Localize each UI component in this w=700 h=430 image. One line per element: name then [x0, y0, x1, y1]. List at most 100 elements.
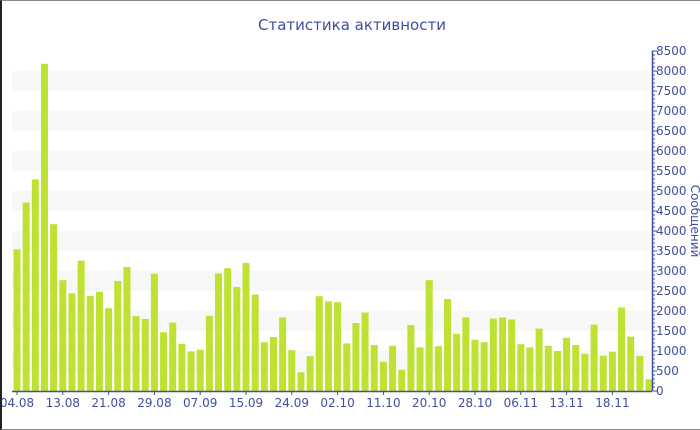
bar	[389, 345, 397, 391]
chart-title: Статистика активности	[258, 16, 446, 34]
bar	[498, 317, 506, 391]
x-tick-label: 24.09	[275, 396, 309, 410]
x-tick-label: 07.09	[183, 396, 217, 410]
grid-band	[12, 71, 650, 91]
y-axis-title: Сообщений	[688, 184, 700, 258]
bar	[517, 344, 525, 391]
bar	[31, 179, 39, 391]
bar	[132, 316, 140, 391]
bar	[324, 301, 332, 391]
bar	[68, 293, 76, 391]
x-tick-label: 18.11	[595, 396, 629, 410]
bar	[251, 294, 259, 391]
y-tick-label: 6500	[656, 124, 687, 138]
x-tick-label: 28.10	[458, 396, 492, 410]
y-tick-label: 2500	[656, 284, 687, 298]
bar	[425, 280, 433, 391]
x-tick-label: 11.10	[366, 396, 400, 410]
grid-band	[12, 271, 650, 291]
bar	[205, 315, 213, 391]
bar	[105, 308, 113, 391]
bar	[544, 345, 552, 391]
y-tick-label: 1500	[656, 324, 687, 338]
bar	[77, 260, 85, 391]
bar	[150, 273, 158, 391]
bar	[618, 307, 626, 391]
bar	[306, 356, 314, 391]
x-tick-label: 29.08	[137, 396, 171, 410]
bar	[22, 202, 30, 391]
y-tick-label: 1000	[656, 344, 687, 358]
bar	[233, 287, 241, 391]
x-tick-label: 15.09	[229, 396, 263, 410]
bar	[489, 318, 497, 391]
grid-band	[12, 151, 650, 171]
bar	[645, 379, 653, 391]
bar	[260, 342, 268, 391]
y-tick-label: 5000	[656, 184, 687, 198]
y-tick-label: 500	[656, 364, 679, 378]
grid-band	[12, 111, 650, 131]
bar	[572, 345, 580, 391]
bar	[398, 369, 406, 391]
bar	[444, 299, 452, 391]
y-tick-label: 4000	[656, 224, 687, 238]
bar	[95, 291, 103, 391]
bar	[169, 322, 177, 391]
bar	[13, 249, 21, 391]
bar	[636, 355, 644, 391]
bar	[508, 319, 516, 391]
bar	[297, 372, 305, 391]
bar	[370, 345, 378, 391]
y-tick-label: 6000	[656, 144, 687, 158]
y-tick-label: 3500	[656, 244, 687, 258]
y-tick-label: 7000	[656, 104, 687, 118]
bar	[361, 312, 369, 391]
bar	[224, 268, 232, 391]
y-tick-label: 5500	[656, 164, 687, 178]
bar	[334, 302, 342, 391]
x-tick-label: 04.08	[2, 396, 34, 410]
bar	[114, 281, 122, 391]
bar	[453, 333, 461, 391]
bar	[526, 347, 534, 391]
bar	[590, 324, 598, 391]
y-tick-label: 3000	[656, 264, 687, 278]
bar	[242, 263, 250, 391]
bar	[471, 339, 479, 391]
bar	[434, 346, 442, 391]
bar	[535, 328, 543, 391]
bar	[86, 295, 94, 391]
bar	[416, 347, 424, 391]
bar	[50, 224, 58, 391]
bar	[160, 332, 168, 391]
bar	[178, 343, 186, 391]
bar	[407, 325, 415, 391]
bar	[215, 273, 223, 391]
bar	[141, 319, 149, 391]
x-tick-label: 02.10	[320, 396, 354, 410]
bar	[187, 351, 195, 391]
bar	[379, 361, 387, 391]
bar	[288, 350, 296, 391]
bar	[608, 351, 616, 391]
bar	[563, 337, 571, 391]
bar	[480, 342, 488, 391]
x-tick-label: 21.08	[91, 396, 125, 410]
grid-band	[12, 231, 650, 251]
y-tick-label: 8500	[656, 44, 687, 58]
bar	[599, 355, 607, 391]
x-tick-label: 20.10	[412, 396, 446, 410]
bar	[315, 296, 323, 391]
bar	[269, 337, 277, 391]
grid-band	[12, 191, 650, 211]
x-tick-label: 06.11	[504, 396, 538, 410]
y-tick-label: 4500	[656, 204, 687, 218]
y-tick-label: 7500	[656, 84, 687, 98]
bar	[279, 317, 287, 391]
bar	[343, 343, 351, 391]
y-tick-label: 2000	[656, 304, 687, 318]
bar	[581, 353, 589, 391]
